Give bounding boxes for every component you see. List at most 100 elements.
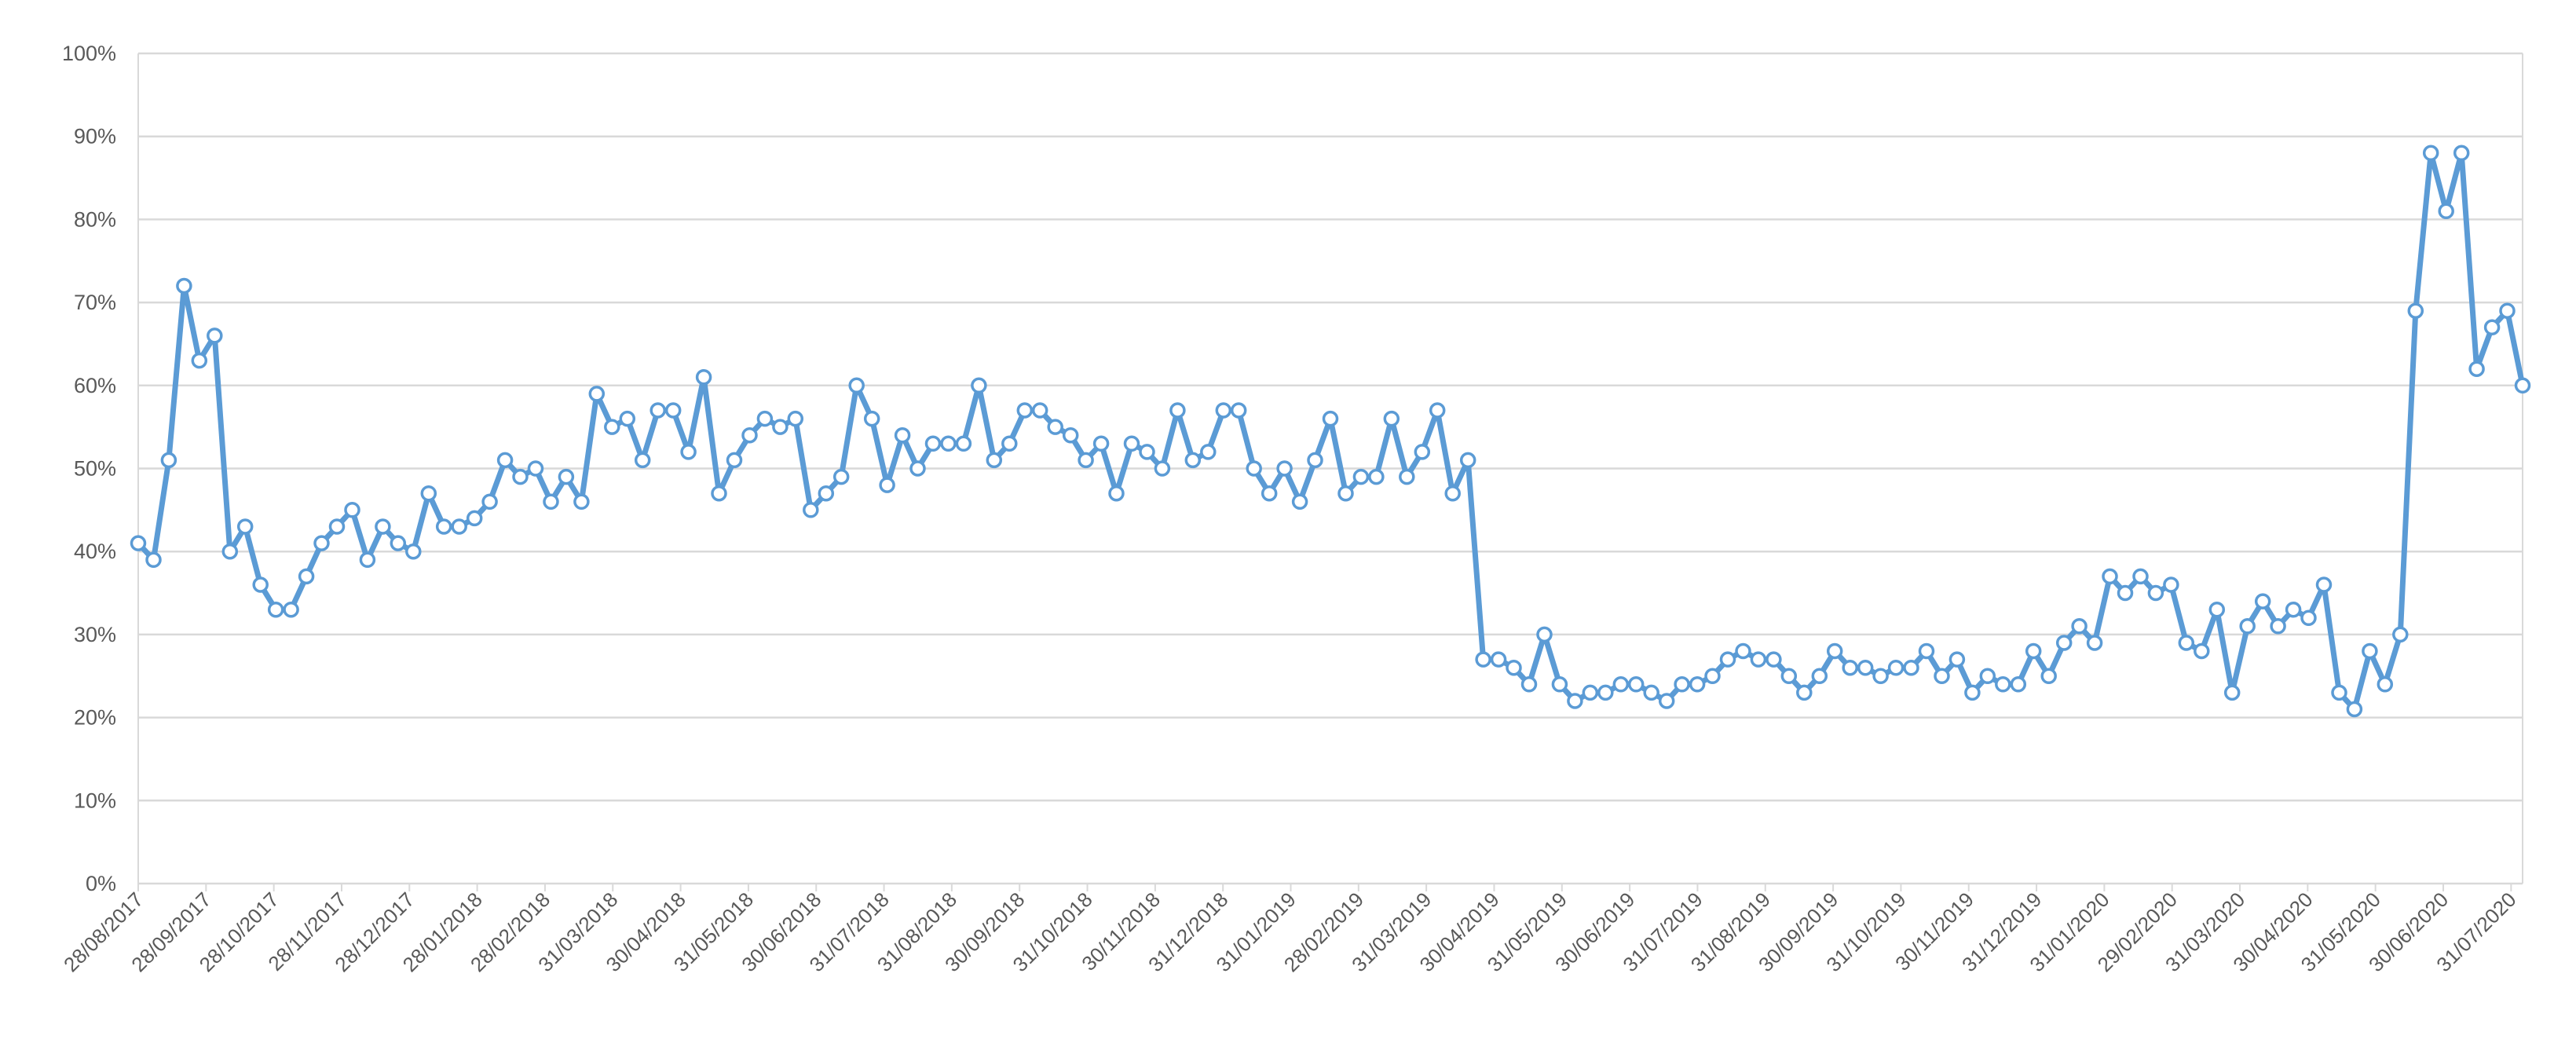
data-point — [145, 551, 162, 569]
data-point — [1444, 485, 1461, 502]
data-point — [1826, 642, 1843, 660]
data-point — [2208, 601, 2226, 618]
data-point — [619, 410, 636, 427]
data-point — [405, 543, 422, 560]
y-tick-label: 100% — [62, 42, 116, 65]
data-point — [359, 551, 376, 569]
data-point — [1352, 468, 1370, 485]
y-tick-label: 10% — [74, 789, 116, 812]
data-point — [2040, 668, 2057, 685]
data-point — [2163, 576, 2179, 593]
data-point — [1475, 651, 1491, 668]
data-point — [1108, 485, 1125, 502]
series-line — [135, 150, 2526, 712]
data-point — [558, 468, 575, 485]
data-point — [1520, 676, 1538, 693]
data-point — [604, 419, 620, 435]
data-point — [909, 460, 926, 477]
data-point — [2223, 684, 2241, 701]
data-point — [1796, 684, 1813, 701]
data-point — [2025, 642, 2042, 660]
data-point — [986, 452, 1003, 469]
data-point — [2315, 576, 2333, 593]
data-point — [2468, 360, 2485, 377]
data-point — [2346, 701, 2363, 718]
data-point — [1368, 468, 1385, 485]
data-point — [848, 377, 865, 394]
data-point — [971, 377, 987, 394]
data-point — [1200, 444, 1217, 460]
data-point — [1459, 452, 1476, 469]
data-point — [1031, 402, 1048, 419]
data-point — [588, 386, 606, 402]
series — [130, 145, 2531, 718]
data-point — [1184, 452, 1202, 469]
y-tick-label: 30% — [74, 623, 116, 646]
data-point — [328, 518, 346, 535]
data-point — [2102, 568, 2118, 585]
data-point — [1536, 626, 1553, 643]
data-point — [2514, 377, 2531, 394]
data-point — [2010, 676, 2027, 693]
data-point — [756, 410, 774, 427]
data-point — [527, 460, 544, 477]
data-point — [924, 435, 942, 452]
data-point — [573, 493, 590, 511]
data-point — [2362, 642, 2378, 660]
data-point — [2132, 568, 2149, 585]
data-point — [1062, 426, 1079, 444]
data-point — [1230, 402, 1247, 419]
y-tick-label: 60% — [74, 374, 116, 397]
data-point — [1215, 402, 1232, 419]
data-point — [803, 502, 819, 518]
data-point — [207, 328, 223, 344]
data-point — [1627, 676, 1645, 693]
data-point — [2055, 635, 2073, 651]
data-point — [1903, 659, 1919, 676]
data-point — [2117, 584, 2134, 602]
data-point — [1383, 410, 1400, 427]
data-point — [741, 426, 758, 444]
data-point — [1506, 659, 1522, 676]
data-point — [2438, 203, 2454, 220]
data-point — [1490, 651, 1507, 668]
data-point — [1429, 402, 1446, 419]
data-point — [1276, 460, 1293, 477]
data-point — [1092, 435, 1110, 452]
data-point — [2086, 635, 2103, 651]
data-point — [2377, 676, 2394, 693]
data-point — [2392, 626, 2409, 643]
data-point — [1078, 452, 1094, 469]
data-point — [1887, 659, 1905, 676]
data-point — [1750, 651, 1767, 668]
data-point — [1169, 402, 1186, 419]
data-point — [1766, 651, 1782, 668]
data-point — [1995, 676, 2011, 693]
data-point — [2239, 618, 2256, 635]
data-point — [1842, 659, 1858, 676]
data-point — [894, 426, 911, 444]
data-point — [726, 452, 743, 469]
data-point — [1154, 460, 1171, 477]
y-axis: 0% 10% 20% 30% 40% 50% 60% 70% 80% 90% 100% — [62, 42, 116, 895]
y-tick-label: 90% — [74, 125, 116, 148]
data-point — [1139, 444, 1155, 460]
data-point — [221, 543, 239, 560]
data-point — [832, 468, 850, 485]
data-point — [649, 402, 666, 419]
data-point — [955, 435, 972, 452]
data-point — [2194, 642, 2210, 660]
data-point — [1261, 485, 1278, 502]
data-point — [1307, 452, 1323, 469]
data-point — [298, 568, 315, 585]
data-point — [1964, 684, 1981, 701]
data-point — [863, 410, 880, 427]
x-axis: 28/08/201728/09/201728/10/201728/11/2017… — [59, 884, 2521, 976]
data-point — [1643, 684, 1659, 701]
data-point — [772, 419, 789, 435]
data-point — [176, 277, 192, 295]
data-point — [451, 518, 467, 535]
data-point — [664, 402, 682, 419]
